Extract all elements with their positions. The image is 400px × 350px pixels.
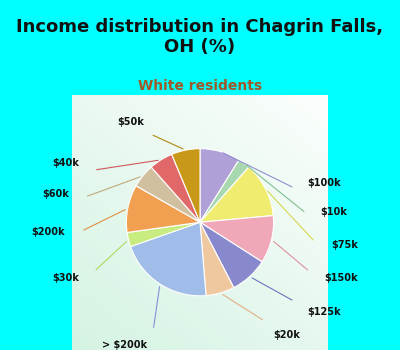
Wedge shape <box>126 186 200 232</box>
Wedge shape <box>172 149 200 222</box>
Text: $100k: $100k <box>307 178 341 188</box>
Wedge shape <box>200 222 262 288</box>
Wedge shape <box>200 149 239 222</box>
Text: $60k: $60k <box>42 189 69 199</box>
Text: White residents: White residents <box>138 79 262 93</box>
Wedge shape <box>200 160 249 222</box>
Wedge shape <box>151 154 200 222</box>
Text: $75k: $75k <box>331 240 358 250</box>
Text: $30k: $30k <box>52 273 80 284</box>
Text: $150k: $150k <box>325 273 358 284</box>
Text: $200k: $200k <box>32 228 65 237</box>
Wedge shape <box>130 222 206 296</box>
Text: $40k: $40k <box>52 158 80 168</box>
Wedge shape <box>136 167 200 222</box>
Wedge shape <box>200 216 274 262</box>
Text: $125k: $125k <box>307 307 341 317</box>
Text: > $200k: > $200k <box>102 340 147 350</box>
Wedge shape <box>127 222 200 247</box>
Text: $50k: $50k <box>117 117 144 127</box>
Text: $10k: $10k <box>320 207 348 217</box>
Text: Income distribution in Chagrin Falls,
OH (%): Income distribution in Chagrin Falls, OH… <box>16 18 384 56</box>
Wedge shape <box>200 222 234 296</box>
Text: $20k: $20k <box>274 330 300 340</box>
Wedge shape <box>200 167 273 222</box>
